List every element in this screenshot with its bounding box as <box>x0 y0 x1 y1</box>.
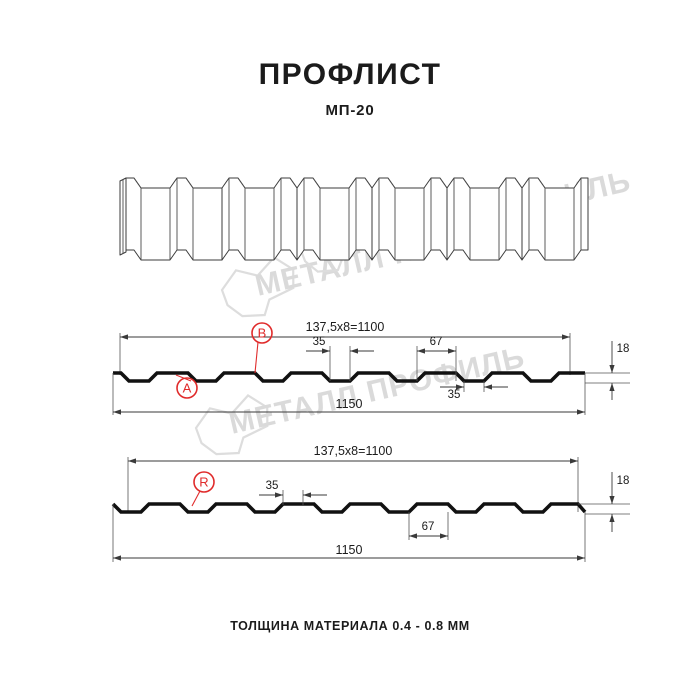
profile-waveform-top <box>113 371 585 383</box>
dim-overall-bottom: 1150 <box>112 504 586 562</box>
cross-section-top: 137,5x8=1100 35 67 <box>112 320 630 415</box>
dim-label-height-top: 18 <box>617 343 630 355</box>
callout-b-label: B <box>258 326 267 341</box>
dim-label-crest-bottom: 67 <box>422 521 435 533</box>
callout-b: B <box>251 322 273 374</box>
dim-height-top: 18 <box>585 341 630 400</box>
isometric-profile-view <box>119 177 589 261</box>
dim-height-bottom: 18 <box>578 472 630 532</box>
dim-label-overall-bottom: 1150 <box>336 543 363 557</box>
callout-r: R <box>191 471 215 507</box>
product-model-label: МП-20 <box>325 102 375 119</box>
dim-label-trough-upper-top: 35 <box>313 336 326 348</box>
callout-a-label: A <box>183 381 192 396</box>
dim-label-trough-lower-top: 35 <box>448 389 461 401</box>
callout-a: A <box>175 374 198 399</box>
dim-trough-upper-top: 35 <box>306 336 374 381</box>
title-block: ПРОФЛИСТ МП-20 <box>0 58 700 119</box>
dim-trough-upper-bottom: 35 <box>259 480 327 505</box>
dim-crest-top: 67 <box>416 336 457 381</box>
dim-label-pitch-bottom: 137,5x8=1100 <box>314 444 393 458</box>
callout-r-label: R <box>199 475 208 490</box>
dim-label-pitch-top: 137,5x8=1100 <box>306 320 385 334</box>
material-thickness-note: ТОЛЩИНА МАТЕРИАЛА 0.4 - 0.8 ММ <box>230 619 470 633</box>
page-title: ПРОФЛИСТ <box>258 58 442 91</box>
dim-overall-top: 1150 <box>112 373 586 415</box>
dim-label-trough-upper-bottom: 35 <box>266 480 279 492</box>
dim-label-overall-top: 1150 <box>336 397 363 411</box>
dim-label-height-bottom: 18 <box>617 475 630 487</box>
dim-label-crest-top: 67 <box>430 336 443 348</box>
dim-trough-lower-top: 35 <box>440 381 508 401</box>
dim-crest-bottom: 67 <box>408 512 449 540</box>
cross-section-bottom: 137,5x8=1100 35 67 <box>111 444 630 562</box>
dim-pitch-top: 137,5x8=1100 <box>119 320 571 375</box>
profile-waveform-bottom <box>111 502 587 514</box>
watermark-text-mid: МЕТАЛЛ ПРОФИЛЬ <box>226 341 528 441</box>
dim-pitch-bottom: 137,5x8=1100 <box>127 444 579 512</box>
